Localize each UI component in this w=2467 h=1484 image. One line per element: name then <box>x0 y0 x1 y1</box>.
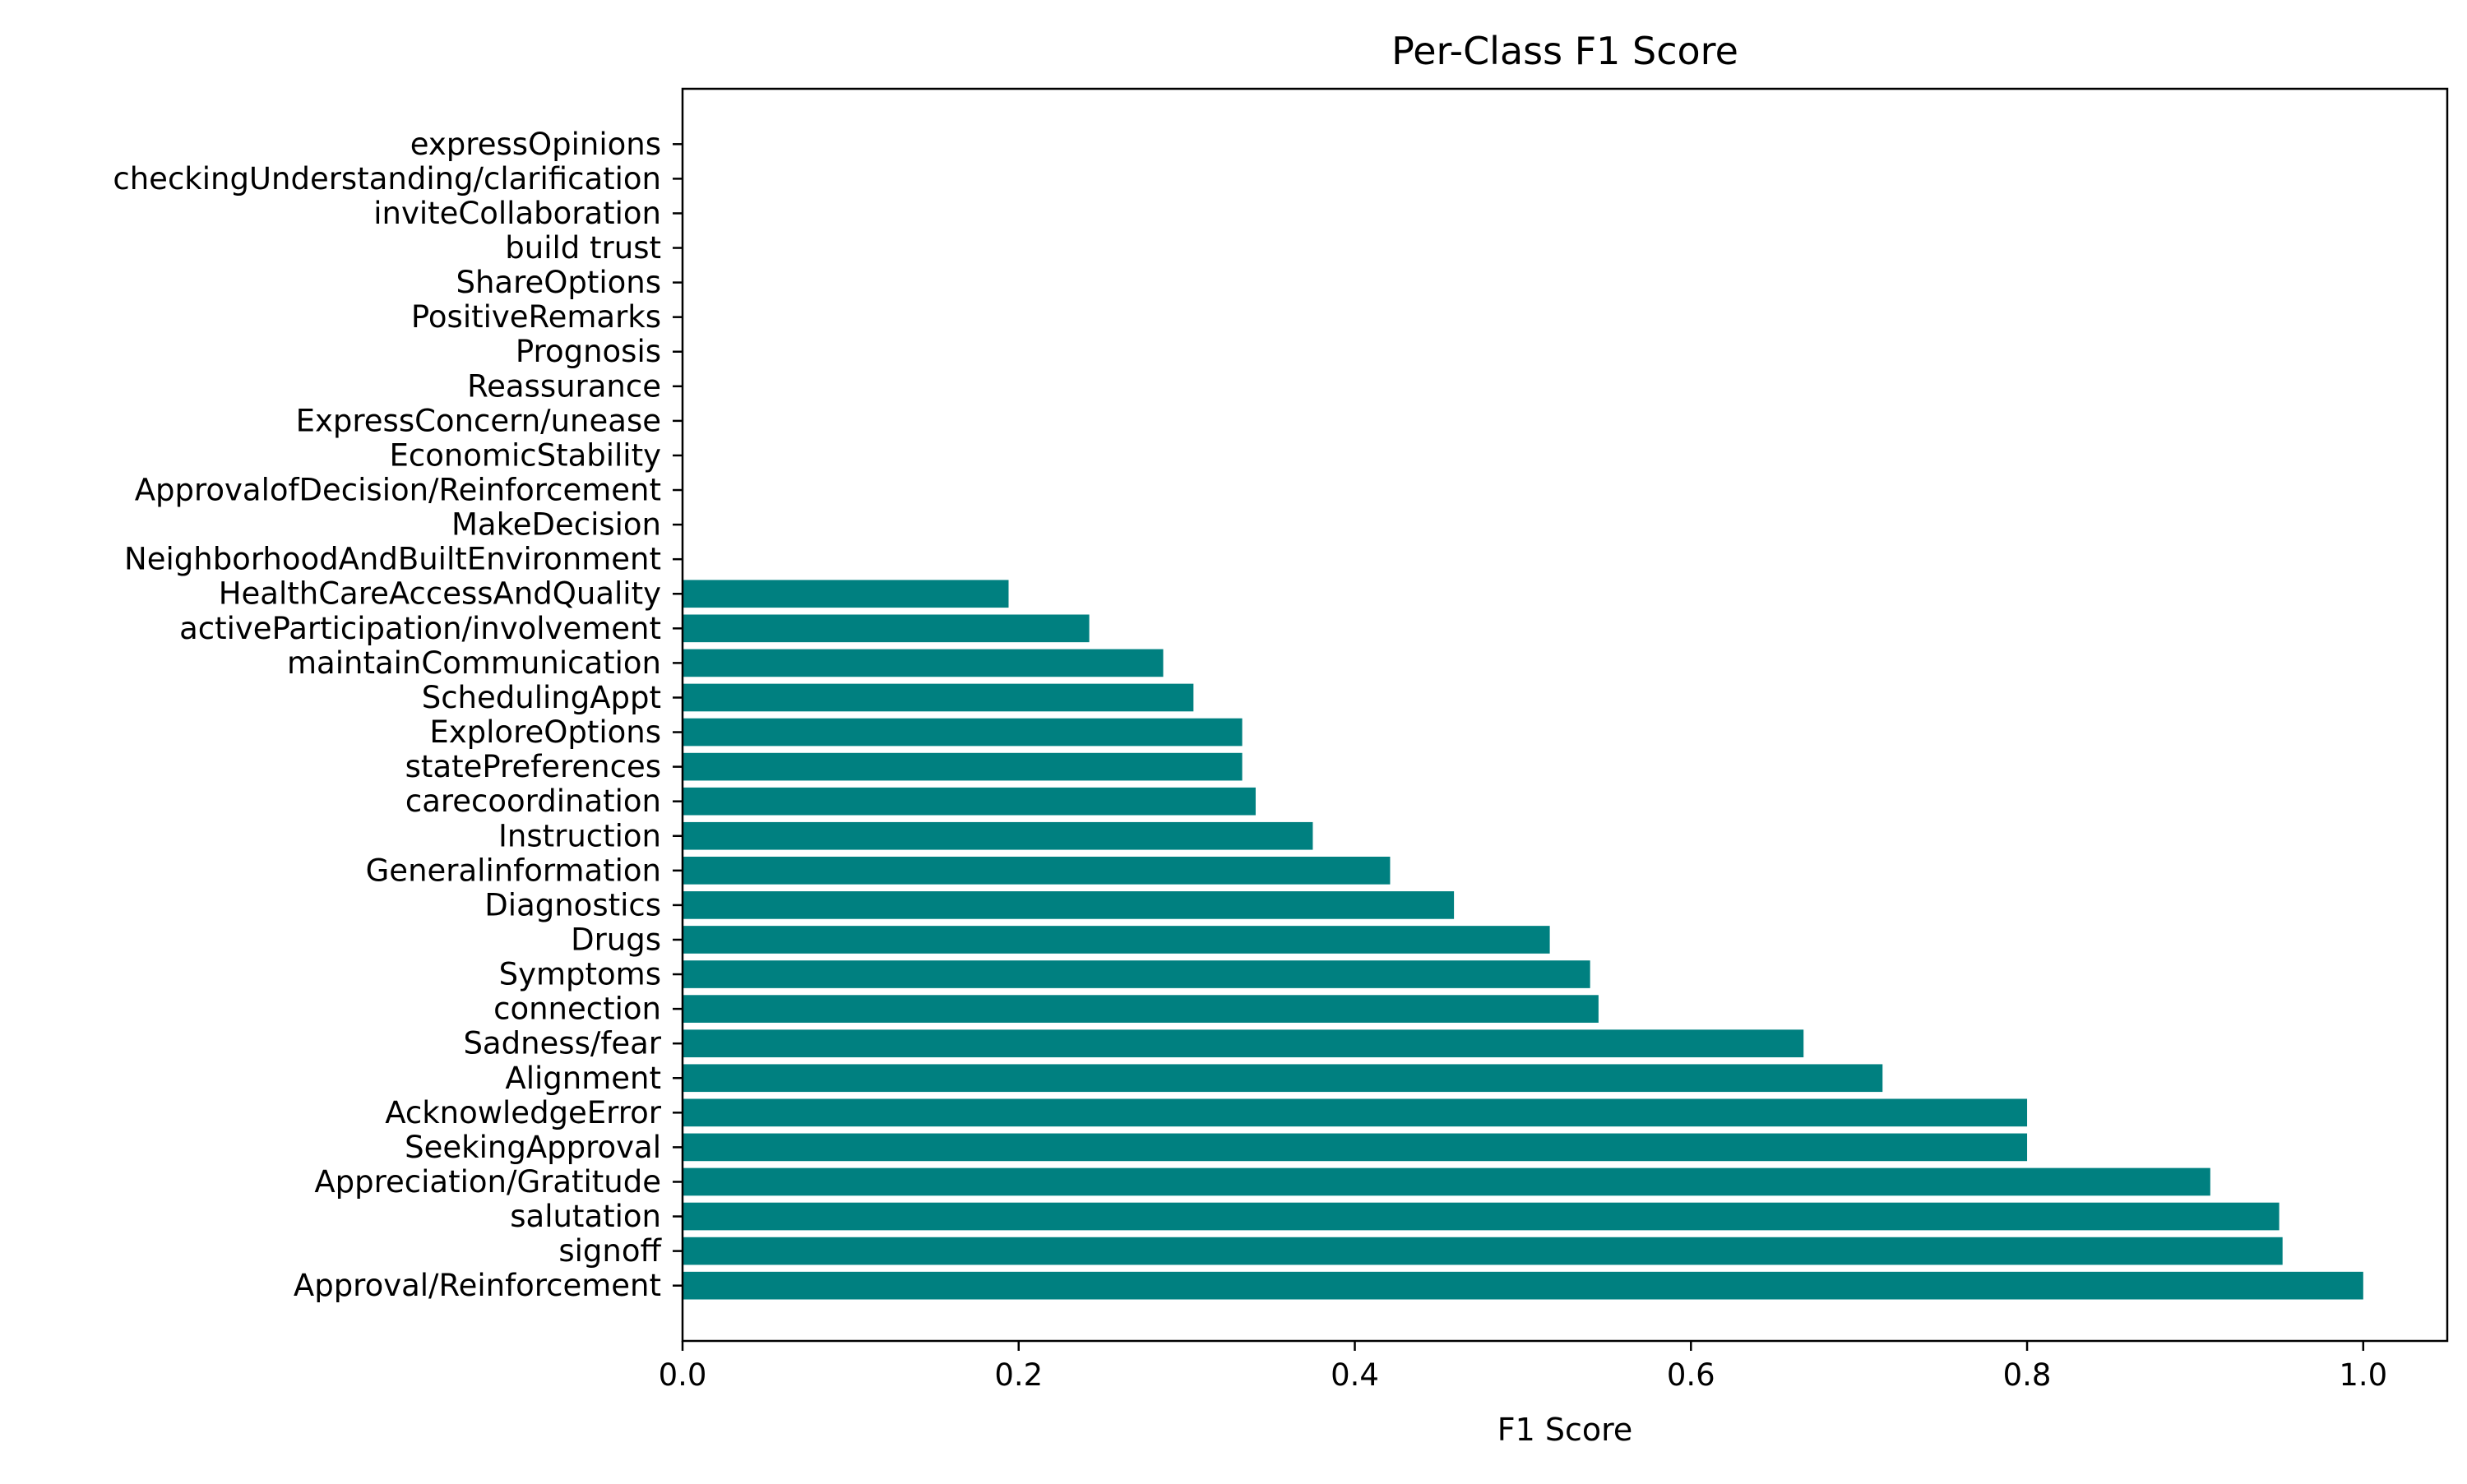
chart-title: Per-Class F1 Score <box>1391 29 1738 73</box>
y-tick-label: SeekingApproval <box>405 1130 661 1165</box>
bar-3 <box>683 1167 2210 1196</box>
y-axis: Approval/ReinforcementsignoffsalutationA… <box>113 127 683 1303</box>
y-tick-label: PositiveRemarks <box>411 299 661 335</box>
y-tick-label: checkingUnderstanding/clarification <box>113 161 661 196</box>
x-tick-label: 0.6 <box>1667 1357 1715 1393</box>
y-tick-label: Approval/Reinforcement <box>294 1268 661 1303</box>
bar-0 <box>683 1271 2363 1300</box>
y-tick-label: ApprovalofDecision/Reinforcement <box>135 473 661 508</box>
bar-7 <box>683 1029 1804 1058</box>
bar-11 <box>683 891 1455 919</box>
bar-2 <box>683 1202 2280 1231</box>
bar-15 <box>683 752 1243 781</box>
y-tick-label: connection <box>493 992 661 1027</box>
y-tick-label: build trust <box>505 230 661 266</box>
y-tick-label: Generalinformation <box>366 853 661 888</box>
y-tick-label: ExploreOptions <box>429 714 661 750</box>
y-tick-label: AcknowledgeError <box>385 1095 662 1130</box>
y-tick-label: inviteCollaboration <box>373 196 661 231</box>
y-tick-label: maintainCommunication <box>287 645 661 681</box>
x-axis-label: F1 Score <box>1497 1412 1633 1448</box>
bar-5 <box>683 1098 2028 1127</box>
bars-layer <box>683 580 2363 1300</box>
y-tick-label: expressOpinions <box>410 127 661 162</box>
bar-20 <box>683 580 1009 608</box>
y-tick-label: SchedulingAppt <box>422 680 661 715</box>
y-tick-label: activeParticipation/involvement <box>179 611 661 646</box>
plot-frame <box>681 87 2449 1343</box>
y-tick-label: ExpressConcern/unease <box>296 403 661 438</box>
y-tick-label: MakeDecision <box>451 507 661 543</box>
bar-10 <box>683 926 1550 954</box>
bar-1 <box>683 1237 2283 1265</box>
bar-16 <box>683 718 1243 747</box>
x-tick-label: 0.0 <box>659 1357 707 1393</box>
y-tick-label: Prognosis <box>516 334 661 369</box>
y-tick-label: carecoordination <box>405 784 661 819</box>
x-tick-label: 0.2 <box>994 1357 1043 1393</box>
y-tick-label: Drugs <box>571 922 661 957</box>
y-tick-label: signoff <box>558 1233 662 1269</box>
y-tick-label: statePreferences <box>405 749 661 784</box>
bar-13 <box>683 821 1313 850</box>
y-tick-label: Reassurance <box>467 368 661 404</box>
y-tick-label: Appreciation/Gratitude <box>314 1164 661 1200</box>
bar-19 <box>683 614 1090 643</box>
x-tick-label: 0.4 <box>1331 1357 1379 1393</box>
x-tick-label: 1.0 <box>2339 1357 2387 1393</box>
bar-17 <box>683 683 1194 712</box>
bar-9 <box>683 960 1590 988</box>
y-tick-label: HealthCareAccessAndQuality <box>219 576 661 612</box>
y-tick-label: salutation <box>510 1199 661 1234</box>
y-tick-label: Diagnostics <box>484 887 661 922</box>
y-tick-label: ShareOptions <box>456 265 661 300</box>
y-tick-label: NeighborhoodAndBuiltEnvironment <box>124 542 661 577</box>
y-tick-label: Symptoms <box>499 957 661 992</box>
x-axis: 0.0 0.2 0.4 0.6 0.8 1.0 <box>659 1341 2387 1393</box>
bar-18 <box>683 649 1164 677</box>
y-tick-label: EconomicStability <box>389 437 661 473</box>
y-tick-label: Instruction <box>498 818 661 853</box>
y-tick-label: Alignment <box>505 1061 661 1096</box>
bar-14 <box>683 787 1256 816</box>
bar-8 <box>683 995 1599 1023</box>
bar-6 <box>683 1064 1883 1093</box>
x-tick-label: 0.8 <box>2003 1357 2052 1393</box>
bar-4 <box>683 1133 2028 1162</box>
y-tick-label: Sadness/fear <box>463 1026 661 1061</box>
bar-12 <box>683 856 1391 885</box>
